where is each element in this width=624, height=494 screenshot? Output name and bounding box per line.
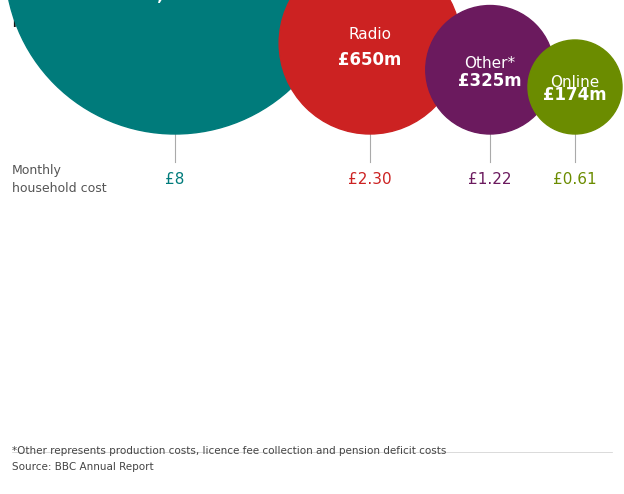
Text: £174m: £174m — [543, 86, 607, 104]
Text: Monthly
household cost: Monthly household cost — [12, 164, 107, 195]
Text: £8: £8 — [165, 172, 185, 187]
Text: £2,276m: £2,276m — [134, 0, 216, 3]
Text: £0.61: £0.61 — [553, 172, 597, 187]
Text: £1.22: £1.22 — [468, 172, 512, 187]
Text: Source: BBC Annual Report: Source: BBC Annual Report — [12, 462, 154, 472]
Text: £325m: £325m — [458, 72, 522, 90]
Text: How licence fee money gets spent: How licence fee money gets spent — [12, 12, 349, 31]
Text: *Other represents production costs, licence fee collection and pension deficit c: *Other represents production costs, lice… — [12, 446, 446, 456]
Circle shape — [528, 40, 622, 134]
Text: £650m: £650m — [338, 50, 402, 69]
Text: £2.30: £2.30 — [348, 172, 392, 187]
Text: Other*: Other* — [464, 56, 515, 71]
Circle shape — [279, 0, 461, 134]
Circle shape — [426, 5, 554, 134]
Text: Online: Online — [550, 75, 600, 90]
Circle shape — [5, 0, 345, 134]
Text: Radio: Radio — [348, 27, 391, 41]
